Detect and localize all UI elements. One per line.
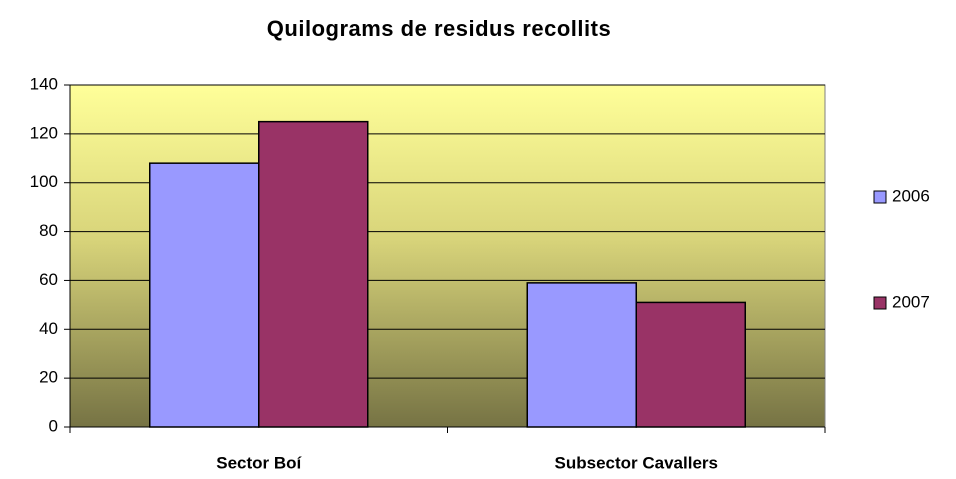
y-tick-label: 140	[30, 74, 58, 93]
y-tick-label: 80	[39, 221, 58, 240]
y-tick-label: 100	[30, 172, 58, 191]
y-tick-label: 40	[39, 319, 58, 338]
legend-label: 2007	[892, 292, 930, 311]
y-tick-label: 120	[30, 123, 58, 142]
legend-swatch	[873, 296, 887, 310]
bar	[635, 301, 746, 428]
chart-title: Quilograms de residus recollits	[267, 16, 611, 41]
x-tick-label: Sector Boí	[216, 453, 302, 472]
y-tick-label: 20	[39, 368, 58, 387]
legend-swatch	[873, 190, 887, 204]
y-tick-label: 0	[49, 416, 58, 435]
y-tick-label: 60	[39, 270, 58, 289]
legend-label: 2006	[892, 186, 930, 205]
x-tick-label: Subsector Cavallers	[555, 453, 718, 472]
bar	[258, 120, 369, 428]
bar	[526, 282, 637, 428]
bar	[149, 162, 260, 428]
